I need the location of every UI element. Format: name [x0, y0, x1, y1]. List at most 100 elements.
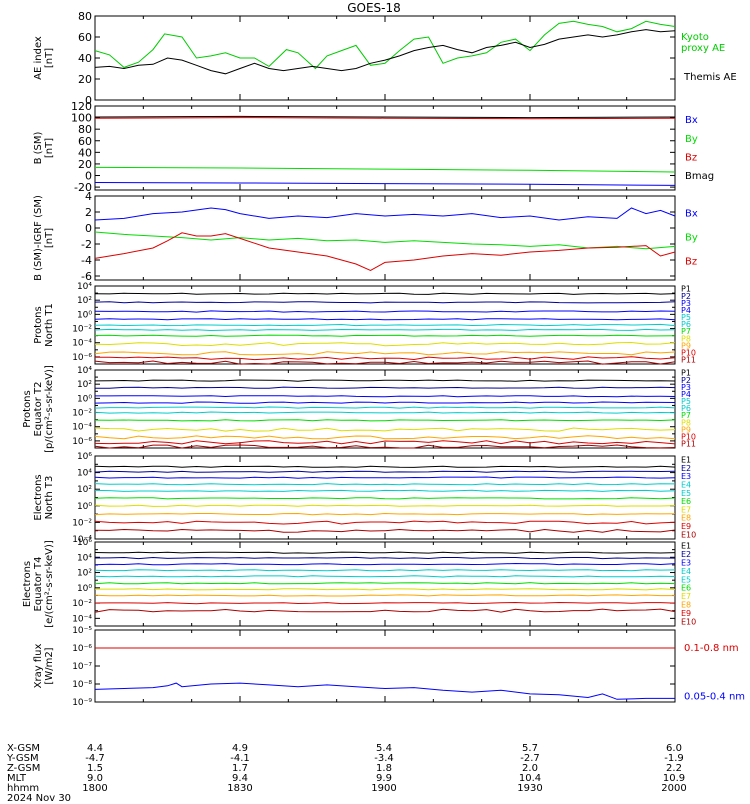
- legend-entry: E7: [681, 592, 691, 601]
- cell: 9.9: [376, 773, 392, 784]
- y-axis-label-line: AE index: [33, 36, 44, 80]
- legend-entry: P3: [681, 383, 691, 392]
- panel-electrons-equator-t4: 10⁻⁴ 10⁻² 10⁰ 10² 10⁴ 10⁶ ElectronsEquator T4[…: [22, 538, 696, 628]
- legend-entry: P11: [681, 440, 696, 449]
- channel-line: [95, 395, 676, 398]
- channel-line: [94, 512, 676, 516]
- legend-entry: P7: [681, 327, 691, 336]
- legend-entry: P8: [681, 418, 691, 427]
- legend-entry: Themis AE: [683, 72, 737, 83]
- cell: 1.5: [87, 763, 103, 774]
- legend-entry: Bx: [685, 208, 698, 219]
- y-tick-label: 10⁻²: [72, 518, 92, 528]
- chart-title: GOES-18: [347, 1, 401, 15]
- legend-entry-line: proxy AE: [681, 43, 725, 54]
- date-label: 2024 Nov 30: [7, 793, 72, 804]
- y-tick-label: 10²: [77, 569, 92, 579]
- legend-entry: E9: [681, 609, 691, 618]
- channel-line: [94, 489, 676, 492]
- y-tick-label: 10⁻⁴: [72, 339, 92, 349]
- panel-frame: [94, 455, 676, 540]
- y-tick-label: 10⁻²: [72, 599, 92, 609]
- legend-entry: P5: [681, 397, 691, 406]
- y-tick-label: 10²: [77, 296, 92, 306]
- y-axis-label-line: Protons: [33, 306, 44, 343]
- panel-protons-equator-t2: 10⁻⁶ 10⁻⁴ 10⁻² 10⁰ 10² 10⁴ ProtonsEquator T2[p…: [22, 365, 696, 453]
- cell: 2.2: [666, 763, 682, 774]
- channel-line: [94, 551, 676, 554]
- legend-entry: P10: [681, 432, 696, 441]
- series-line: [94, 117, 676, 120]
- channel-line: [94, 328, 676, 332]
- y-tick-label: 10⁻⁵: [72, 626, 92, 636]
- y-axis-label-line: Electrons: [22, 561, 33, 607]
- cell: -2.7: [520, 753, 540, 764]
- channel-line: [94, 582, 676, 585]
- y-tick-label: 10⁴: [77, 366, 92, 376]
- y-tick-label: 10⁻²: [72, 409, 92, 419]
- channel-line: [94, 323, 676, 327]
- legend-entry: E10: [681, 617, 696, 626]
- y-tick-label: 10⁻²: [72, 325, 92, 335]
- channel-line: [94, 608, 676, 613]
- legend-entry: E5: [681, 489, 691, 498]
- channel-line: [94, 470, 676, 473]
- y-tick-label: 10⁴: [77, 553, 92, 563]
- series-line: [94, 682, 675, 700]
- y-tick-label: 120: [71, 100, 92, 113]
- row-label: Y-GSM: [7, 753, 39, 764]
- panel-xray-flux: 10⁻⁹ 10⁻⁸ 10⁻⁷ 10⁻⁶ 10⁻⁵ Xray flux[W/m2] 0.1-0…: [33, 626, 745, 708]
- y-axis-label-line: Equator T2: [33, 382, 44, 437]
- channel-line: [94, 528, 676, 533]
- y-tick-label: 20: [78, 73, 92, 86]
- legend-entry: E4: [681, 481, 691, 490]
- channel-line: [94, 419, 676, 422]
- channel-line: [94, 292, 676, 295]
- y-tick-label: 10⁴: [77, 282, 92, 292]
- legend-entry: P4: [681, 390, 691, 399]
- y-axis-label: Xray flux[W/m2]: [33, 644, 55, 689]
- legend-entry: E9: [681, 522, 691, 531]
- channel-line: [94, 334, 676, 337]
- legend-entry: Bx: [685, 115, 698, 126]
- y-tick-label: 10⁻⁴: [72, 535, 92, 545]
- panel-frame: [94, 15, 676, 101]
- y-axis-label: ElectronsNorth T3: [33, 474, 55, 520]
- y-tick-label: 20: [78, 158, 92, 171]
- cell: 4.4: [87, 743, 103, 754]
- channel-line: [94, 520, 676, 525]
- series-line: [94, 232, 676, 271]
- channel-line: [94, 444, 676, 449]
- cell: 6.0: [666, 743, 682, 754]
- y-tick-label: 0: [85, 94, 92, 107]
- legend-entry: E4: [681, 567, 691, 576]
- channel-line: [94, 406, 676, 409]
- channel-line: [94, 497, 676, 500]
- y-tick-label: 10²: [77, 380, 92, 390]
- series-line: [94, 182, 676, 186]
- legend-entry: P2: [681, 376, 691, 385]
- cell: 1900: [371, 783, 397, 794]
- series-line: [94, 207, 676, 221]
- legend-entry: P7: [681, 411, 691, 420]
- y-axis-label: AE index[nT]: [33, 36, 55, 80]
- cell: 2.0: [522, 763, 538, 774]
- y-axis-label: ProtonsEquator T2[p/(cm²-s-sr-keV)]: [22, 365, 55, 453]
- channel-line: [94, 575, 676, 578]
- legend-entry: 0.05-0.4 nm: [684, 692, 745, 703]
- series-line: [94, 20, 676, 70]
- channel-line: [94, 318, 676, 321]
- channel-line: [94, 386, 676, 389]
- y-tick-label: -4: [81, 254, 92, 267]
- row-y-gsm: Y-GSM -4.7 -4.1 -3.4 -2.7 -1.9: [0, 754, 750, 764]
- legend-entry: By: [685, 232, 698, 243]
- y-tick-label: 4: [85, 190, 92, 203]
- y-tick-label: 10⁻⁴: [72, 423, 92, 433]
- y-axis-label-line: [W/m2]: [44, 647, 55, 684]
- cell: 5.4: [376, 743, 392, 754]
- y-tick-label: 10⁰: [77, 394, 92, 404]
- legend-entry: E8: [681, 601, 691, 610]
- legend-entry: E6: [681, 584, 691, 593]
- y-tick-label: 0: [85, 222, 92, 235]
- series-line: [94, 115, 676, 119]
